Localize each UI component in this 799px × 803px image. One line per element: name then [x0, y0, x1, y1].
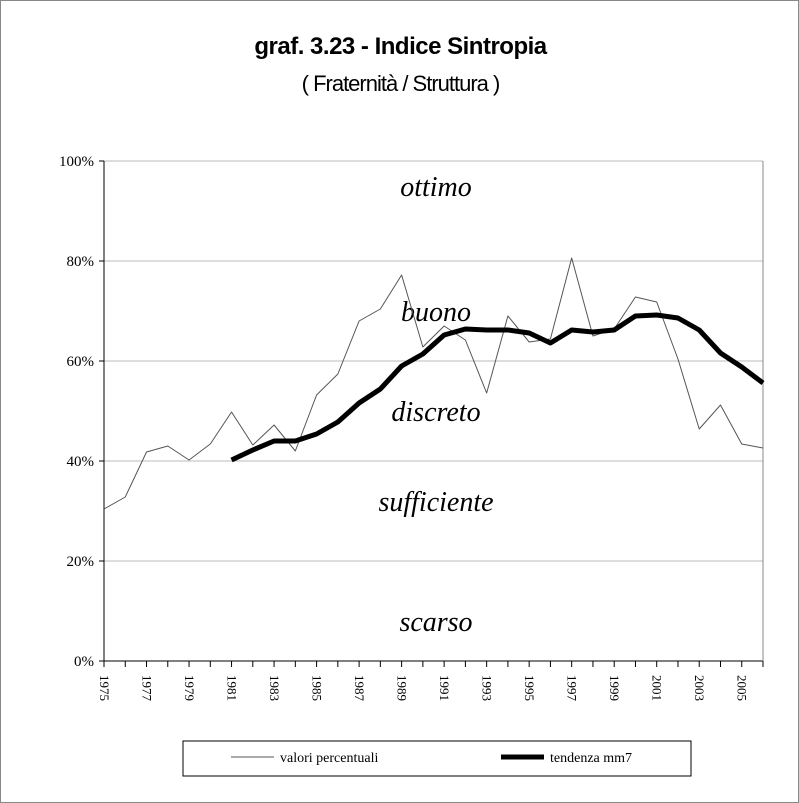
x-tick-label: 1989 [395, 675, 410, 701]
x-tick-label: 1999 [607, 675, 622, 701]
y-tick-label: 80% [67, 254, 95, 270]
zone-label: buono [401, 297, 471, 328]
x-tick-label: 1985 [310, 675, 325, 701]
zone-label: scarso [399, 607, 472, 638]
x-tick-label: 2001 [650, 675, 665, 701]
legend-box [182, 740, 692, 777]
legend-label-0: valori percentuali [280, 751, 378, 766]
legend-label-1: tendenza mm7 [550, 751, 632, 766]
x-tick-label: 1977 [140, 675, 155, 702]
zone-label: discreto [391, 397, 480, 428]
x-tick-label: 1995 [522, 675, 537, 701]
y-tick-label: 20% [67, 554, 95, 570]
zone-label: sufficiente [378, 487, 493, 518]
x-tick-label: 2003 [692, 675, 707, 701]
chart-title: graf. 3.23 - Indice Sintropia [254, 33, 547, 60]
x-tick-label: 1983 [267, 675, 282, 701]
series-line-0 [103, 257, 764, 510]
series-line-1 [230, 312, 765, 463]
y-tick-label: 100% [59, 154, 94, 170]
x-tick-label: 1981 [225, 675, 240, 701]
y-tick-label: 40% [67, 454, 95, 470]
x-tick-label: 1979 [182, 675, 197, 701]
y-tick-label: 60% [67, 354, 95, 370]
x-tick-label: 1997 [565, 675, 580, 702]
y-tick-label: 0% [74, 654, 94, 670]
x-tick-label: 2005 [735, 675, 750, 701]
x-tick-label: 1975 [97, 675, 112, 701]
x-tick-label: 1991 [437, 675, 452, 701]
zone-label: ottimo [400, 172, 472, 203]
x-tick-label: 1993 [480, 675, 495, 701]
x-tick-label: 1987 [352, 675, 367, 702]
chart-subtitle: ( Fraternità / Struttura ) [301, 71, 501, 96]
